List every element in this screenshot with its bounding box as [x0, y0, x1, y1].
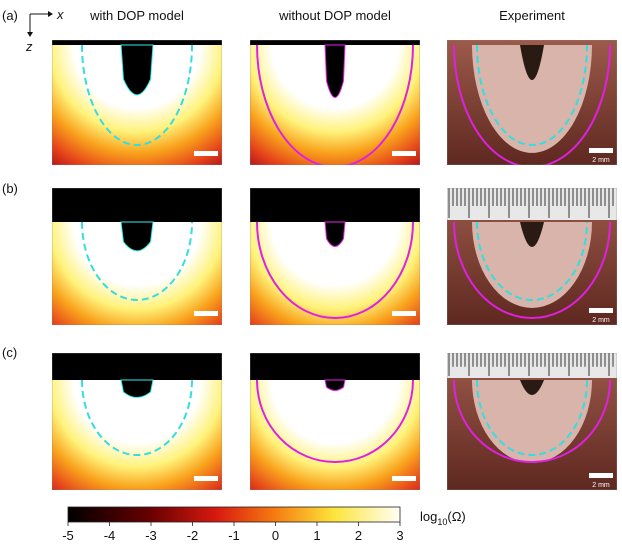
colorbar-scale — [68, 507, 400, 522]
column-title: Experiment — [499, 8, 565, 23]
axis-label: x — [56, 7, 64, 22]
axis-label: z — [25, 39, 33, 54]
colorbar-label: log10(Ω) — [420, 509, 466, 527]
scale-bar-label: 2 mm — [592, 317, 610, 324]
colorbar-tick-label: 0 — [272, 528, 279, 542]
scale-bar — [589, 148, 613, 153]
image-panel — [52, 353, 222, 490]
label-subscript: 10 — [437, 517, 447, 527]
scale-bar — [392, 311, 416, 316]
scale-bar — [392, 151, 416, 156]
air-band — [250, 40, 420, 45]
image-panel: 2 mm — [447, 188, 617, 325]
colorbar-tick-label: -3 — [145, 528, 157, 542]
scale-bar — [194, 151, 218, 156]
label-base: log — [420, 509, 437, 524]
scale-bar — [589, 308, 613, 313]
image-panel — [52, 40, 222, 165]
column-title: without DOP model — [278, 8, 391, 23]
panel-label: (b) — [2, 181, 18, 196]
colorbar: log10(Ω) -5 -4 -3 -2 -1 0 1 2 3 — [62, 507, 466, 542]
image-panel: 2 mm — [447, 353, 617, 490]
figure: (a) (b) (c) with DOP model without DOP m… — [0, 0, 622, 542]
colorbar-tick-label: 1 — [313, 528, 320, 542]
colorbar-tick-label: 2 — [355, 528, 362, 542]
air-band — [52, 40, 222, 45]
air-band — [250, 188, 420, 222]
air-band — [250, 353, 420, 380]
scale-bar-label: 2 mm — [592, 157, 610, 164]
colorbar-tick-label: -5 — [62, 528, 74, 542]
scale-bar — [194, 476, 218, 481]
image-panel — [250, 188, 420, 325]
panels: 2 mm 2 mm 2 mm — [52, 40, 617, 490]
image-panel: 2 mm — [447, 40, 617, 167]
panel-label: (a) — [2, 8, 18, 23]
scale-bar — [194, 311, 218, 316]
image-panel — [52, 188, 222, 325]
panel-label: (c) — [2, 345, 17, 360]
scale-bar-label: 2 mm — [592, 482, 610, 489]
scale-bar — [589, 473, 613, 478]
air-band — [52, 353, 222, 380]
colorbar-tick-label: -2 — [187, 528, 199, 542]
label-unit: (Ω) — [447, 509, 465, 524]
image-panel — [250, 40, 420, 167]
image-panel — [250, 353, 420, 490]
scale-bar — [392, 476, 416, 481]
colorbar-tick-label: -4 — [104, 528, 116, 542]
column-title: with DOP model — [89, 8, 184, 23]
colorbar-tick-label: 3 — [396, 528, 403, 542]
colorbar-tick-label: -1 — [228, 528, 240, 542]
air-band — [52, 188, 222, 222]
